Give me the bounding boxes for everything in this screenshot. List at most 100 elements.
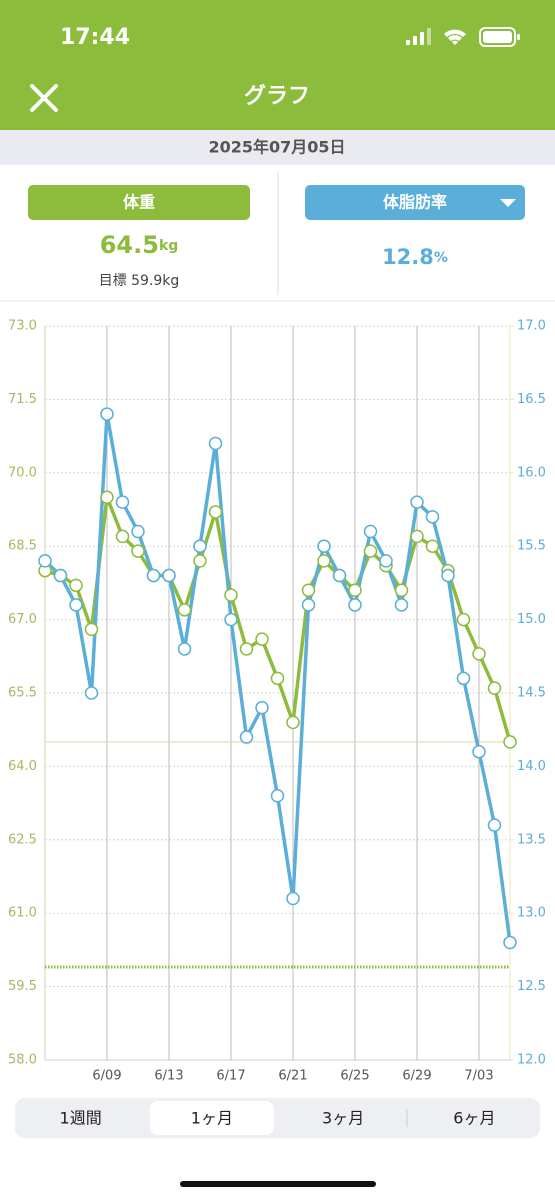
point: [193, 554, 207, 568]
point: [208, 505, 223, 519]
y-tick-label: 62.5: [8, 832, 37, 847]
date-bar: [0, 130, 555, 165]
point: [286, 715, 300, 730]
y-tick-label: 65.5: [8, 686, 37, 701]
weight-goal: 目標 59.9kg: [99, 273, 180, 289]
point: [503, 735, 517, 749]
y2-tick-label: 17.0: [517, 319, 546, 334]
y-tick-label: 61.0: [8, 906, 37, 921]
point: [38, 554, 52, 568]
y-tick-label: 67.0: [8, 612, 37, 627]
point: [100, 407, 114, 421]
point: [363, 524, 378, 539]
x-tick-label: 6/29: [402, 1069, 431, 1084]
point: [69, 598, 83, 612]
point: [100, 490, 114, 505]
point: [456, 671, 471, 686]
y2-tick-label: 16.5: [517, 392, 546, 407]
period-tabs: [15, 1098, 540, 1138]
x-tick-label: 7/03: [464, 1069, 493, 1084]
point: [301, 598, 316, 612]
point: [348, 598, 362, 612]
header-title: グラフ: [244, 83, 310, 109]
x-tick-label: 6/17: [216, 1069, 245, 1084]
y-tick-label: 64.0: [8, 759, 37, 774]
tab-selected: [149, 1101, 274, 1135]
point: [301, 583, 316, 597]
x-tick-label: 6/25: [340, 1069, 369, 1084]
point: [394, 583, 409, 597]
point: [115, 529, 130, 544]
point: [224, 612, 238, 627]
point: [193, 539, 207, 553]
y-tick-label: 73.0: [8, 319, 37, 334]
point: [270, 789, 285, 803]
y-tick-label: 58.0: [8, 1053, 37, 1068]
point: [425, 539, 440, 553]
y2-tick-label: 13.5: [517, 832, 546, 847]
point: [131, 524, 145, 539]
x-tick-label: 6/21: [278, 1069, 307, 1084]
y2-tick-label: 12.5: [517, 979, 546, 994]
point: [162, 568, 176, 583]
point: [379, 554, 393, 568]
weight-value: 64.5kg: [100, 231, 179, 259]
tab-label[interactable]: 6ヶ月: [453, 1109, 495, 1128]
y-tick-label: 68.5: [8, 539, 37, 554]
close-button[interactable]: [30, 84, 58, 112]
point: [84, 622, 99, 637]
status-icons: [406, 27, 520, 47]
point: [410, 495, 424, 509]
chart: 58.0 59.5 61.0 62.5 64.0 65.5 67.0 68.5 70.0 71.5…: [8, 319, 546, 1084]
point: [131, 544, 145, 558]
point: [208, 436, 223, 451]
point: [239, 730, 254, 744]
y-tick-label: 71.5: [8, 392, 37, 407]
point: [84, 686, 99, 700]
status-time: 17:44: [60, 25, 130, 50]
point: [146, 568, 161, 583]
y-tick-label: 59.5: [8, 979, 37, 994]
date-label: 2025年07月05日: [208, 138, 345, 157]
fat-unit: %: [434, 250, 448, 266]
x-tick-label: 6/09: [92, 1069, 121, 1084]
weight-number: 64.5: [100, 231, 159, 259]
dropdown-arrow[interactable]: [500, 199, 516, 207]
point: [53, 568, 68, 583]
tab-label[interactable]: 1週間: [60, 1109, 102, 1128]
point: [286, 891, 300, 906]
point: [255, 700, 269, 715]
y2-tick-label: 12.0: [517, 1053, 546, 1068]
fat-value: 12.8%: [382, 245, 448, 269]
point: [255, 632, 269, 646]
weight-button[interactable]: [28, 185, 250, 220]
point: [394, 598, 409, 612]
y2-tick-label: 16.0: [517, 465, 546, 480]
tab-label[interactable]: 3ヶ月: [322, 1109, 364, 1128]
weight-button-label: 体重: [123, 193, 155, 212]
point: [472, 647, 486, 661]
point: [177, 603, 192, 617]
point: [69, 578, 83, 593]
point: [472, 744, 486, 759]
tab-group: 1週間 1ヶ月 3ヶ月 6ヶ月: [60, 1101, 495, 1135]
point: [317, 554, 331, 568]
fat-number: 12.8: [382, 245, 434, 269]
y2-tick-label: 15.5: [517, 539, 546, 554]
point: [503, 935, 517, 950]
home-indicator: [180, 1181, 376, 1187]
point: [317, 539, 331, 553]
tab-label[interactable]: 1ヶ月: [191, 1109, 233, 1128]
point: [456, 612, 471, 627]
point: [239, 642, 254, 656]
fat-button[interactable]: [305, 185, 525, 220]
point: [177, 642, 192, 656]
point: [270, 671, 285, 686]
y2-tick-label: 14.0: [517, 759, 546, 774]
y-tick-label: 70.0: [8, 465, 37, 480]
x-tick-label: 6/13: [154, 1069, 183, 1084]
y2-tick-label: 15.0: [517, 612, 546, 627]
y2-tick-label: 13.0: [517, 906, 546, 921]
